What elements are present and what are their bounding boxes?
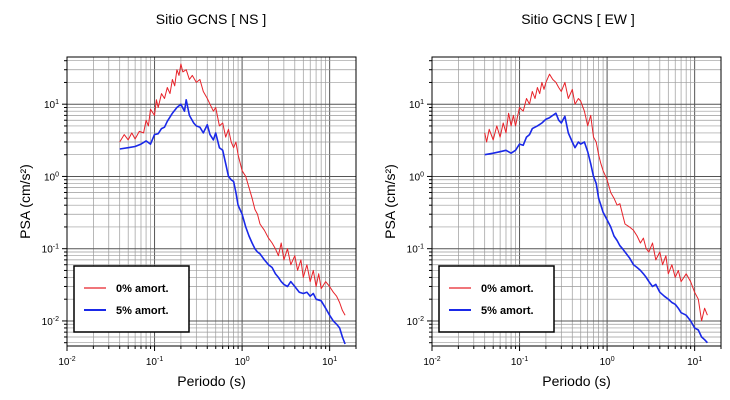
- y-tick-label: 100: [44, 171, 59, 183]
- legend-box: [438, 265, 555, 333]
- legend-label: 5% amort.: [481, 305, 534, 317]
- chart-title: Sitio GCNS [ NS ]: [156, 11, 266, 27]
- chart-panel-ew: Sitio GCNS [ EW ] 10-2 10-1 100 101 10-2 10-1…: [382, 11, 722, 389]
- x-tick-label: 10-2: [58, 356, 75, 368]
- x-tick-label: 10-1: [511, 356, 528, 368]
- x-tick-label: 101: [687, 356, 702, 368]
- y-axis-label: PSA (cm/s²): [382, 164, 398, 239]
- legend-label: 0% amort.: [116, 283, 169, 295]
- y-tick-label: 101: [409, 99, 424, 111]
- tick-labels: 10-2 10-1 100 101 10-2 10-1 100 101: [407, 99, 703, 368]
- x-tick-label: 10-2: [423, 356, 440, 368]
- y-tick-label: 10-1: [407, 244, 424, 256]
- y-tick-label: 10-2: [407, 316, 424, 328]
- y-tick-label: 101: [44, 99, 59, 111]
- y-tick-label: 10-2: [42, 316, 59, 328]
- chart-panel-ns: Sitio GCNS [ NS ] 10-2 10-1 100 101 10-2 10-1…: [17, 11, 357, 389]
- x-axis-label: Periodo (s): [177, 373, 245, 389]
- plot-frame: [431, 56, 722, 347]
- series-line: [119, 63, 346, 316]
- y-tick-label: 10-1: [42, 244, 59, 256]
- legend-box: [73, 265, 190, 333]
- chart-title: Sitio GCNS [ EW ]: [521, 11, 635, 27]
- y-tick-label: 100: [409, 171, 424, 183]
- x-tick-label: 101: [322, 356, 337, 368]
- x-tick-label: 100: [235, 356, 250, 368]
- legend: 0% amort. 5% amort.: [73, 265, 190, 333]
- x-axis-label: Periodo (s): [542, 373, 610, 389]
- x-tick-label: 10-1: [146, 356, 163, 368]
- x-tick-label: 100: [600, 356, 615, 368]
- series-line: [484, 73, 708, 322]
- series-line: [119, 99, 346, 345]
- tick-labels: 10-2 10-1 100 101 10-2 10-1 100 101: [42, 99, 338, 368]
- grid: [62, 57, 357, 351]
- plot-frame: [66, 56, 357, 347]
- series-layer: [484, 73, 708, 344]
- y-axis-label: PSA (cm/s²): [17, 164, 33, 239]
- series-line: [484, 112, 708, 344]
- legend-label: 5% amort.: [116, 305, 169, 317]
- series-layer: [119, 63, 346, 345]
- legend: 0% amort. 5% amort.: [438, 265, 555, 333]
- legend-label: 0% amort.: [481, 283, 534, 295]
